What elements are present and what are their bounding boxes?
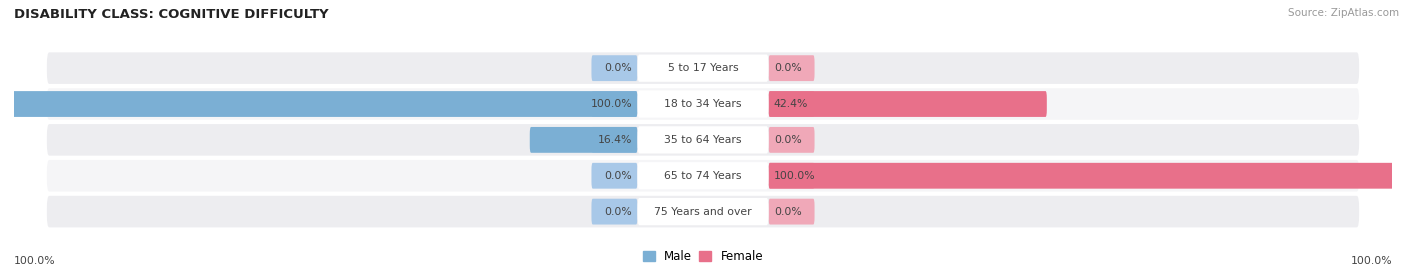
Text: 100.0%: 100.0% <box>591 99 633 109</box>
Text: 0.0%: 0.0% <box>773 207 801 217</box>
Text: 100.0%: 100.0% <box>14 256 56 266</box>
FancyBboxPatch shape <box>637 126 769 154</box>
FancyBboxPatch shape <box>769 163 1406 189</box>
Text: 0.0%: 0.0% <box>605 63 633 73</box>
FancyBboxPatch shape <box>530 127 637 153</box>
Text: 100.0%: 100.0% <box>773 171 815 181</box>
Text: 5 to 17 Years: 5 to 17 Years <box>668 63 738 73</box>
FancyBboxPatch shape <box>592 199 637 225</box>
Text: 35 to 64 Years: 35 to 64 Years <box>664 135 742 145</box>
Text: 18 to 34 Years: 18 to 34 Years <box>664 99 742 109</box>
Text: 0.0%: 0.0% <box>605 207 633 217</box>
Text: Source: ZipAtlas.com: Source: ZipAtlas.com <box>1288 8 1399 18</box>
FancyBboxPatch shape <box>46 160 1360 192</box>
FancyBboxPatch shape <box>769 127 814 153</box>
FancyBboxPatch shape <box>637 162 769 189</box>
Text: 16.4%: 16.4% <box>598 135 633 145</box>
Text: 100.0%: 100.0% <box>1350 256 1392 266</box>
Legend: Male, Female: Male, Female <box>643 250 763 263</box>
FancyBboxPatch shape <box>0 91 637 117</box>
FancyBboxPatch shape <box>769 91 1047 117</box>
Text: 75 Years and over: 75 Years and over <box>654 207 752 217</box>
FancyBboxPatch shape <box>46 124 1360 156</box>
FancyBboxPatch shape <box>46 88 1360 120</box>
FancyBboxPatch shape <box>769 91 814 117</box>
FancyBboxPatch shape <box>592 163 637 189</box>
FancyBboxPatch shape <box>769 55 814 81</box>
FancyBboxPatch shape <box>769 163 814 189</box>
FancyBboxPatch shape <box>592 127 637 153</box>
FancyBboxPatch shape <box>592 91 637 117</box>
FancyBboxPatch shape <box>637 90 769 118</box>
FancyBboxPatch shape <box>637 55 769 82</box>
FancyBboxPatch shape <box>769 199 814 225</box>
Text: 42.4%: 42.4% <box>773 99 808 109</box>
Text: 0.0%: 0.0% <box>773 63 801 73</box>
FancyBboxPatch shape <box>46 196 1360 227</box>
Text: DISABILITY CLASS: COGNITIVE DIFFICULTY: DISABILITY CLASS: COGNITIVE DIFFICULTY <box>14 8 329 21</box>
Text: 0.0%: 0.0% <box>605 171 633 181</box>
Text: 65 to 74 Years: 65 to 74 Years <box>664 171 742 181</box>
Text: 0.0%: 0.0% <box>773 135 801 145</box>
FancyBboxPatch shape <box>46 52 1360 84</box>
FancyBboxPatch shape <box>637 198 769 225</box>
FancyBboxPatch shape <box>592 55 637 81</box>
